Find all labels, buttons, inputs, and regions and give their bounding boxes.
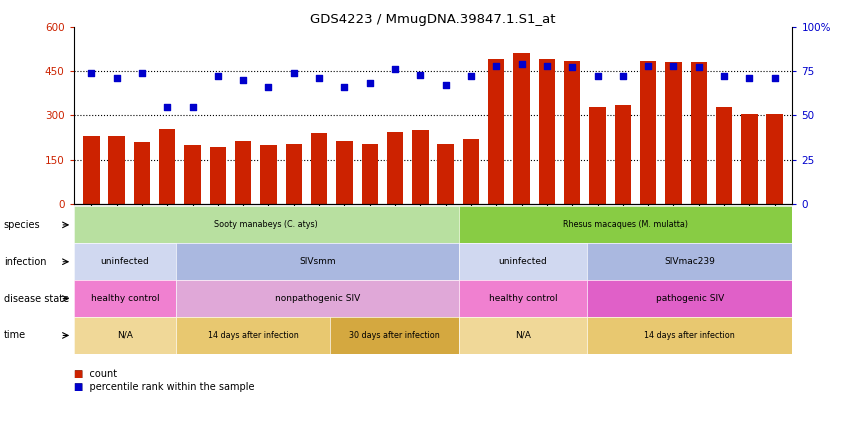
Text: SIVsmm: SIVsmm <box>299 257 336 266</box>
Text: uninfected: uninfected <box>499 257 547 266</box>
Text: SIVmac239: SIVmac239 <box>664 257 715 266</box>
Bar <box>184 145 201 204</box>
Point <box>160 103 174 110</box>
Point <box>742 75 756 82</box>
Bar <box>589 107 605 204</box>
Bar <box>640 61 656 204</box>
Point <box>514 60 528 67</box>
Text: time: time <box>3 330 26 341</box>
Bar <box>83 136 100 204</box>
Bar <box>741 114 758 204</box>
Bar <box>488 59 505 204</box>
Point <box>692 64 706 71</box>
Text: healthy control: healthy control <box>488 294 557 303</box>
Bar <box>361 143 378 204</box>
Point <box>135 69 149 76</box>
Point <box>262 83 275 91</box>
Text: Rhesus macaques (M. mulatta): Rhesus macaques (M. mulatta) <box>563 220 688 230</box>
Point <box>110 75 124 82</box>
Point <box>84 69 98 76</box>
Text: species: species <box>3 220 41 230</box>
Point <box>185 103 199 110</box>
Text: ■  percentile rank within the sample: ■ percentile rank within the sample <box>74 382 254 392</box>
Point <box>768 75 782 82</box>
Bar <box>210 147 226 204</box>
Point <box>591 73 604 80</box>
Bar <box>437 143 454 204</box>
Point <box>565 64 579 71</box>
Point <box>540 62 554 69</box>
Point <box>413 71 427 78</box>
Point <box>388 66 402 73</box>
Text: ■: ■ <box>74 369 83 379</box>
Point <box>464 73 478 80</box>
Text: N/A: N/A <box>117 331 132 340</box>
Bar <box>766 114 783 204</box>
Text: GDS4223 / MmugDNA.39847.1.S1_at: GDS4223 / MmugDNA.39847.1.S1_at <box>310 13 556 26</box>
Text: ■  count: ■ count <box>74 369 117 379</box>
Text: nonpathogenic SIV: nonpathogenic SIV <box>275 294 360 303</box>
Text: 14 days after infection: 14 days after infection <box>644 331 735 340</box>
Bar <box>665 62 682 204</box>
Bar <box>159 129 176 204</box>
Bar <box>235 141 251 204</box>
Bar <box>564 61 580 204</box>
Bar <box>387 132 404 204</box>
Bar <box>412 130 429 204</box>
Bar <box>311 133 327 204</box>
Point <box>667 62 681 69</box>
Text: healthy control: healthy control <box>91 294 159 303</box>
Point <box>489 62 503 69</box>
Bar <box>108 136 125 204</box>
Point <box>363 80 377 87</box>
Point <box>211 73 225 80</box>
Point <box>236 76 250 83</box>
Point <box>717 73 731 80</box>
Bar <box>286 143 302 204</box>
Point <box>616 73 630 80</box>
Point <box>312 75 326 82</box>
Bar <box>539 59 555 204</box>
Bar <box>462 139 479 204</box>
Bar <box>261 145 277 204</box>
Text: disease state: disease state <box>3 293 68 304</box>
Point <box>439 82 453 89</box>
Text: ■: ■ <box>74 382 83 392</box>
Text: N/A: N/A <box>515 331 531 340</box>
Bar <box>514 53 530 204</box>
Bar <box>690 62 707 204</box>
Bar <box>716 107 733 204</box>
Bar <box>336 141 352 204</box>
Text: Sooty manabeys (C. atys): Sooty manabeys (C. atys) <box>214 220 318 230</box>
Text: 14 days after infection: 14 days after infection <box>208 331 299 340</box>
Point <box>641 62 655 69</box>
Bar <box>133 142 150 204</box>
Point <box>338 83 352 91</box>
Point <box>287 69 301 76</box>
Text: 30 days after infection: 30 days after infection <box>349 331 440 340</box>
Text: uninfected: uninfected <box>100 257 149 266</box>
Bar <box>615 105 631 204</box>
Text: pathogenic SIV: pathogenic SIV <box>656 294 724 303</box>
Text: infection: infection <box>3 257 46 267</box>
